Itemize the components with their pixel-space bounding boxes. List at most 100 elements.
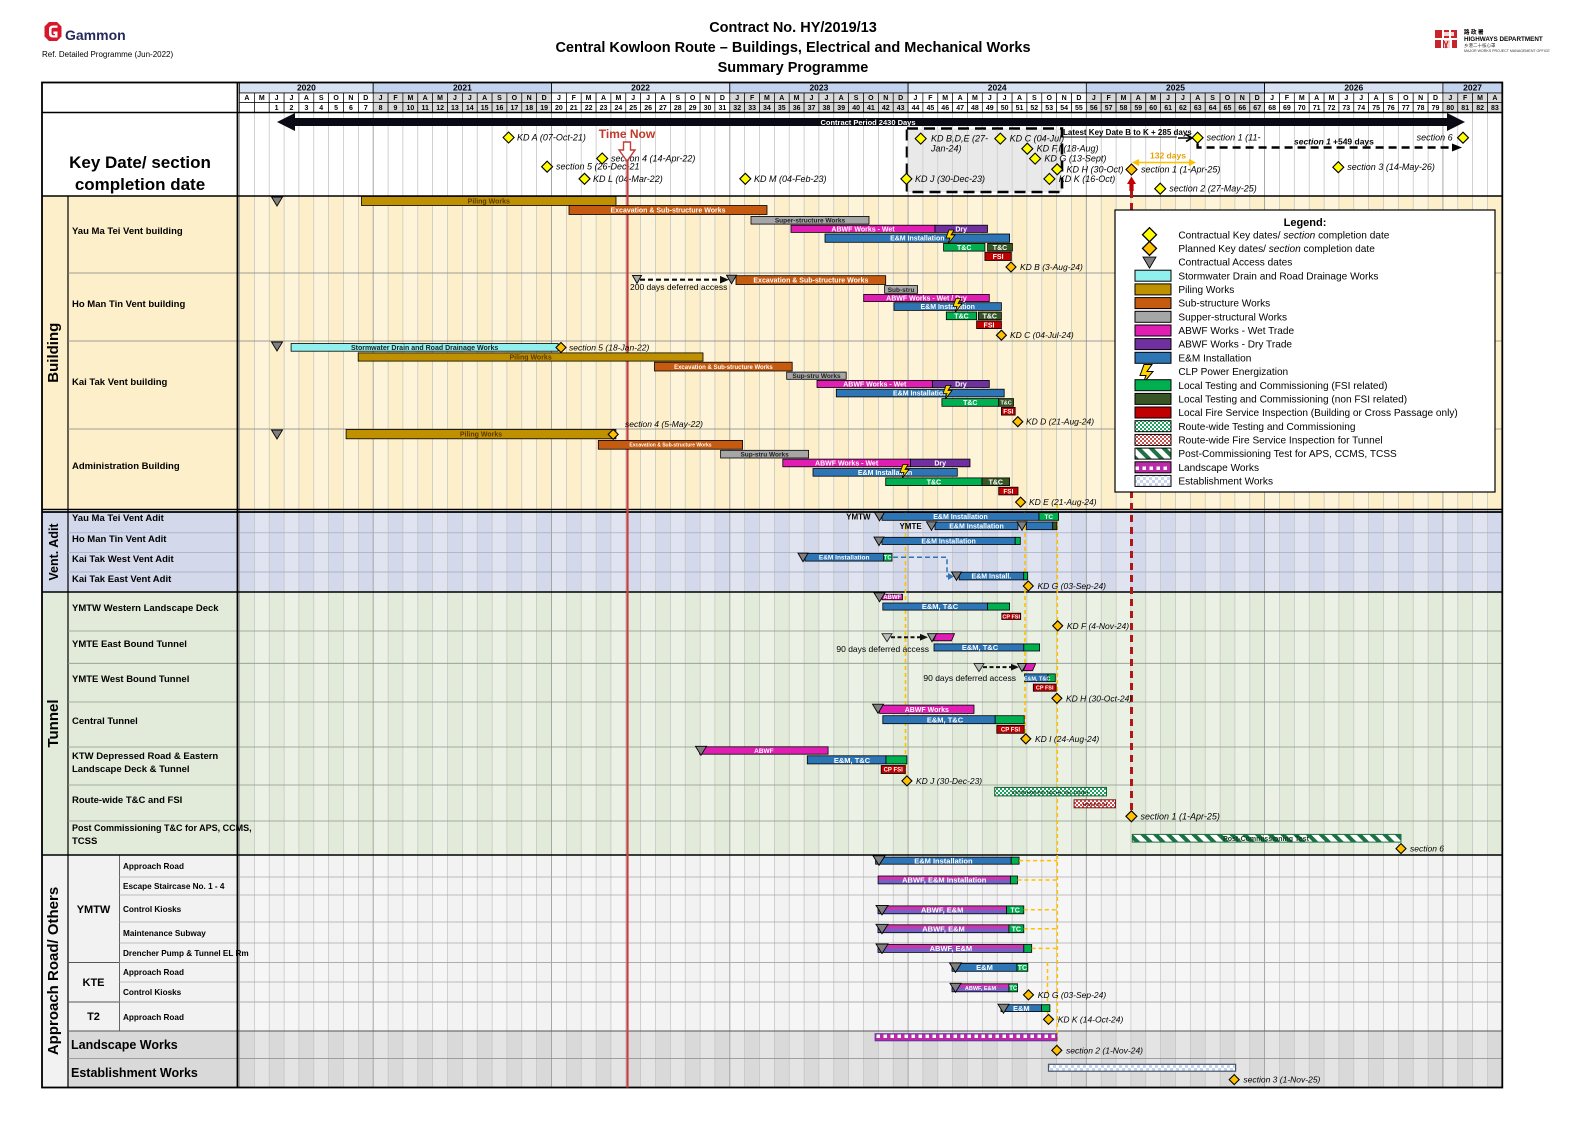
- svg-text:KD E (21-Aug-24): KD E (21-Aug-24): [1029, 497, 1097, 507]
- svg-text:ABWF Works - Wet Trade: ABWF Works - Wet Trade: [1178, 326, 1294, 337]
- svg-text:路 政 署: 路 政 署: [1464, 28, 1484, 36]
- svg-text:KD I (24-Aug-24): KD I (24-Aug-24): [1035, 734, 1099, 744]
- svg-text:Key Date/ section: Key Date/ section: [69, 153, 211, 172]
- svg-text:completion date: completion date: [75, 175, 205, 194]
- svg-text:19: 19: [540, 105, 548, 112]
- svg-text:A: A: [958, 95, 963, 102]
- svg-text:Excavation & Sub-structure Wor: Excavation & Sub-structure Works: [629, 443, 711, 449]
- svg-text:71: 71: [1313, 105, 1321, 112]
- svg-text:J: J: [557, 95, 561, 102]
- svg-text:A: A: [244, 95, 249, 102]
- svg-text:Ho Man Tin Vent building: Ho Man Tin Vent building: [72, 299, 185, 310]
- svg-text:Establishment Works: Establishment Works: [1178, 477, 1273, 488]
- svg-text:Ho Man Tin Vent Adit: Ho Man Tin Vent Adit: [72, 534, 167, 545]
- svg-text:YMTE West Bound Tunnel: YMTE West Bound Tunnel: [72, 674, 189, 685]
- svg-text:35: 35: [778, 105, 786, 112]
- svg-text:section 4 (5-May-22): section 4 (5-May-22): [625, 419, 703, 429]
- svg-text:Administration Building: Administration Building: [72, 461, 180, 472]
- svg-text:76: 76: [1387, 105, 1395, 112]
- svg-text:Building: Building: [45, 323, 62, 383]
- svg-text:KD B (3-Aug-24): KD B (3-Aug-24): [1020, 262, 1083, 272]
- svg-text:31: 31: [719, 105, 727, 112]
- svg-text:M: M: [972, 95, 978, 102]
- svg-text:Landscape Works: Landscape Works: [71, 1038, 178, 1052]
- svg-text:O: O: [1225, 95, 1231, 102]
- svg-text:77: 77: [1402, 105, 1410, 112]
- svg-text:E&M Installation: E&M Installation: [914, 856, 973, 865]
- svg-text:Local Fire Service Inspection: Local Fire Service Inspection (Building …: [1178, 408, 1457, 419]
- svg-text:Post Commissioning T&C for APS: Post Commissioning T&C for APS, CCMS,: [72, 823, 252, 833]
- svg-text:section 6: section 6: [1417, 132, 1453, 142]
- svg-text:F: F: [1106, 95, 1111, 102]
- svg-text:CP FSI: CP FSI: [884, 768, 904, 774]
- svg-text:53: 53: [1045, 105, 1053, 112]
- svg-text:Control Kiosks: Control Kiosks: [123, 988, 182, 997]
- svg-text:E&M Installation: E&M Installation: [858, 470, 912, 477]
- svg-text:Stormwater Drain and Road Drai: Stormwater Drain and Road Drainage Works: [1178, 271, 1378, 282]
- svg-text:24: 24: [615, 105, 623, 112]
- svg-text:Approach Road/ Others: Approach Road/ Others: [45, 887, 62, 1055]
- svg-text:O: O: [1046, 95, 1052, 102]
- svg-text:J: J: [824, 95, 828, 102]
- svg-text:Yau Ma Tei Vent building: Yau Ma Tei Vent building: [72, 226, 183, 237]
- svg-text:KD G (03-Sep-24): KD G (03-Sep-24): [1038, 581, 1107, 591]
- svg-text:ABWF Works - Dry Trade: ABWF Works - Dry Trade: [1178, 340, 1292, 351]
- svg-text:67: 67: [1253, 105, 1261, 112]
- svg-text:KTE: KTE: [83, 977, 105, 989]
- svg-text:J: J: [275, 95, 279, 102]
- svg-text:34: 34: [763, 105, 771, 112]
- svg-text:section 5 (26-Dec-21: section 5 (26-Dec-21: [556, 162, 640, 172]
- svg-text:60: 60: [1149, 105, 1157, 112]
- svg-text:CLP Power Energization: CLP Power Energization: [1178, 367, 1288, 378]
- svg-text:36: 36: [793, 105, 801, 112]
- svg-text:33: 33: [748, 105, 756, 112]
- svg-text:Gammon: Gammon: [65, 27, 126, 43]
- svg-text:KD J (30-Dec-23): KD J (30-Dec-23): [916, 776, 982, 786]
- svg-text:E&M Installation: E&M Installation: [1178, 353, 1251, 364]
- svg-text:Sub-structure Works: Sub-structure Works: [1178, 299, 1270, 310]
- svg-text:Escape Staircase No. 1 - 4: Escape Staircase No. 1 - 4: [123, 882, 225, 891]
- svg-text:section 1: section 1: [1294, 137, 1331, 147]
- svg-text:HIGHWAYS DEPARTMENT: HIGHWAYS DEPARTMENT: [1464, 36, 1543, 43]
- svg-text:KD H (30-Oct-24): KD H (30-Oct-24): [1066, 693, 1132, 703]
- svg-text:A: A: [839, 95, 844, 102]
- svg-text:Jan-24): Jan-24): [930, 144, 962, 154]
- svg-text:MAJOR WORKS PROJECT MANAGEMENT: MAJOR WORKS PROJECT MANAGEMENT OFFICE: [1464, 49, 1550, 53]
- svg-text:64: 64: [1209, 105, 1217, 112]
- svg-text:D: D: [363, 95, 368, 102]
- svg-text:9: 9: [394, 105, 398, 112]
- svg-text:38: 38: [823, 105, 831, 112]
- svg-text:FSI: FSI: [984, 322, 995, 329]
- svg-text:J: J: [646, 95, 650, 102]
- svg-text:CP FSI: CP FSI: [1001, 728, 1021, 734]
- svg-text:F: F: [393, 95, 398, 102]
- svg-text:Supper-structural Works: Supper-structural Works: [1178, 312, 1287, 323]
- svg-text:F: F: [1285, 95, 1290, 102]
- svg-text:2022: 2022: [631, 82, 650, 92]
- svg-text:79: 79: [1432, 105, 1440, 112]
- svg-text:62: 62: [1179, 105, 1187, 112]
- svg-text:Route-wide T&C and FSI: Route-wide T&C and FSI: [72, 795, 182, 806]
- svg-text:E&M: E&M: [976, 963, 993, 972]
- svg-text:A: A: [601, 95, 606, 102]
- svg-text:E&M, T&C: E&M, T&C: [922, 602, 959, 611]
- svg-text:T&C: T&C: [927, 479, 941, 486]
- svg-text:ABWF, E&M Installation: ABWF, E&M Installation: [902, 876, 987, 885]
- svg-text:FSI: FSI: [993, 254, 1004, 261]
- svg-text:20: 20: [555, 105, 563, 112]
- svg-text:E&M Installation: E&M Installation: [890, 236, 944, 243]
- svg-text:section 1 (1-Apr-25): section 1 (1-Apr-25): [1141, 165, 1220, 175]
- svg-text:N: N: [527, 95, 532, 102]
- svg-text:ABWF Works: ABWF Works: [905, 707, 949, 714]
- svg-text:2024: 2024: [988, 82, 1007, 92]
- svg-text:Central Kowloon Route – Buildi: Central Kowloon Route – Buildings, Elect…: [555, 40, 1030, 56]
- svg-text:75: 75: [1372, 105, 1380, 112]
- svg-text:YMTE: YMTE: [899, 522, 922, 531]
- svg-text:Landscape Deck & Tunnel: Landscape Deck & Tunnel: [72, 764, 190, 775]
- svg-text:+549 days: +549 days: [1333, 137, 1374, 147]
- svg-text:ABWF, E&M: ABWF, E&M: [930, 944, 973, 953]
- svg-text:ABWF: ABWF: [754, 748, 774, 755]
- svg-text:15: 15: [481, 105, 489, 112]
- svg-text:J: J: [631, 95, 635, 102]
- svg-text:A: A: [779, 95, 784, 102]
